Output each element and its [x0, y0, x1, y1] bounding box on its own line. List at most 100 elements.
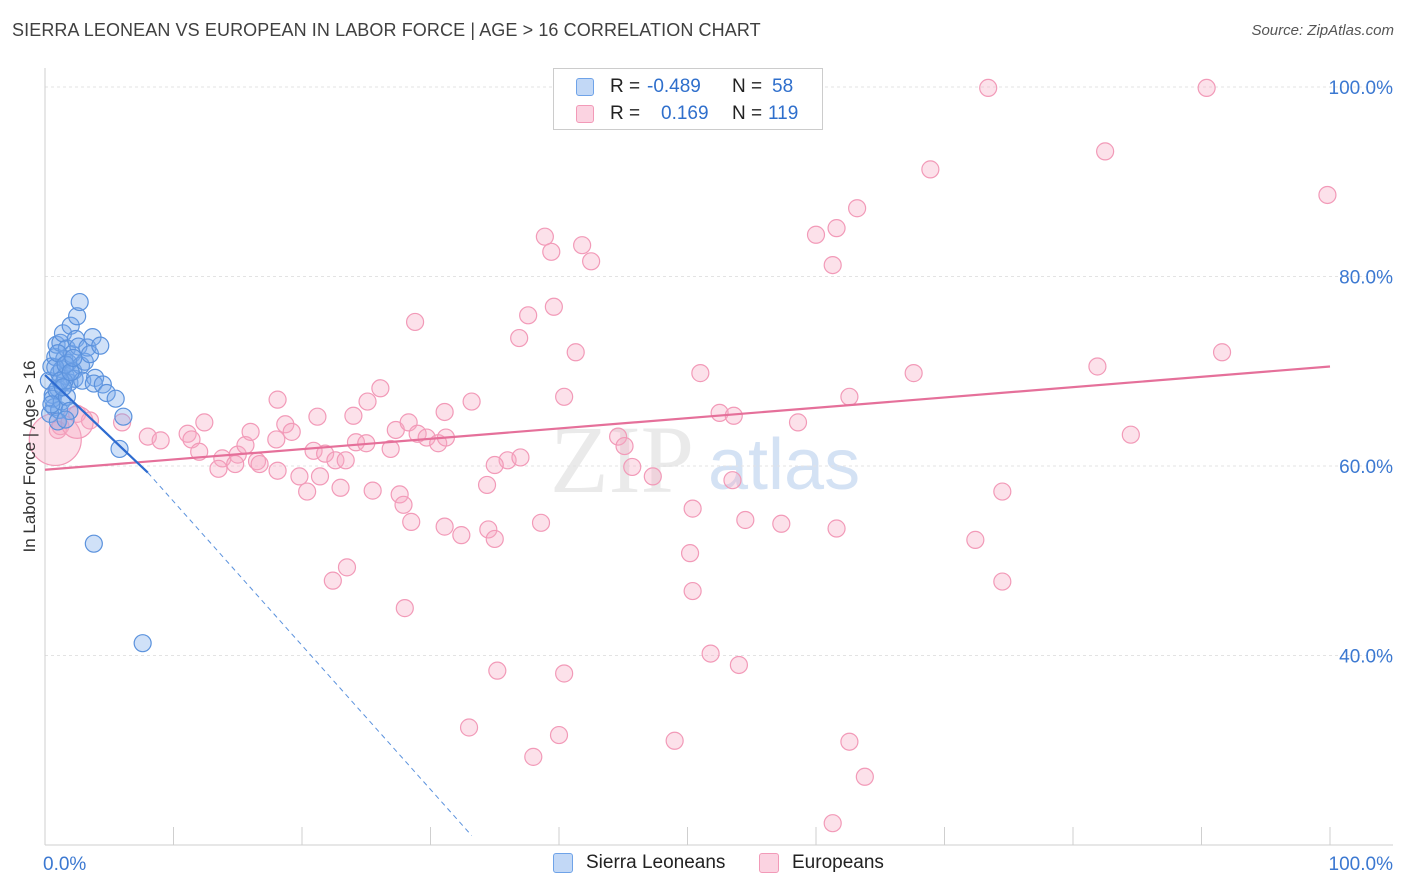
european-point	[485, 529, 504, 549]
european-point	[823, 255, 842, 275]
legend-row-europeans: R = 0.169 N = 119	[554, 101, 822, 127]
sierra-leonean-point	[114, 407, 133, 426]
sierra-leonean-trend-extension	[147, 472, 472, 836]
european-point	[1197, 78, 1216, 97]
european-point	[993, 482, 1012, 501]
y-axis-title: In Labor Force | Age > 16	[20, 360, 39, 552]
european-point	[840, 732, 859, 751]
y-tick-label: 40.0%	[1339, 646, 1393, 667]
european-point	[615, 436, 634, 456]
european-point	[729, 655, 749, 675]
chart-title: SIERRA LEONEAN VS EUROPEAN IN LABOR FORC…	[12, 20, 761, 40]
legend-r-label: R =	[610, 76, 641, 97]
european-point	[855, 767, 874, 786]
european-point	[683, 499, 702, 518]
sierra-leonean-point	[110, 439, 129, 459]
european-point	[402, 512, 421, 531]
european-point	[623, 457, 642, 477]
european-point	[710, 403, 729, 423]
european-point	[405, 312, 425, 332]
european-point	[304, 441, 323, 460]
european-point	[979, 78, 998, 97]
european-point	[1088, 357, 1107, 376]
european-point	[524, 747, 543, 766]
european-point	[250, 454, 269, 474]
european-point	[308, 407, 327, 426]
european-point	[488, 661, 507, 680]
european-point	[665, 731, 684, 750]
european-point	[390, 485, 409, 504]
legend-r-value: -0.489	[647, 76, 701, 97]
european-point	[840, 387, 859, 406]
european-point	[395, 599, 414, 618]
european-point	[772, 514, 791, 533]
european-point	[723, 471, 742, 490]
bottom-legend-label: Europeans	[792, 852, 884, 873]
european-point	[452, 526, 471, 545]
european-point	[267, 430, 286, 449]
european-point	[511, 448, 530, 467]
european-trend-line	[44, 365, 1331, 471]
watermark-zip: ZIP	[550, 406, 694, 513]
axes	[44, 68, 1393, 846]
european-point	[904, 364, 923, 383]
european-point	[993, 572, 1012, 591]
european-point	[582, 252, 601, 271]
european-point	[806, 225, 826, 244]
bottom-legend-europeans[interactable]: Europeans	[759, 851, 899, 877]
european-point	[344, 406, 363, 425]
european-point	[323, 571, 342, 590]
european-point	[337, 558, 357, 577]
bottom-legend-swatch-pink	[759, 853, 779, 873]
grid-lines	[45, 86, 1393, 656]
european-point	[394, 495, 413, 514]
legend-r-label: R =	[610, 103, 641, 124]
european-point	[566, 343, 585, 362]
european-point	[310, 467, 330, 486]
european-point	[331, 478, 350, 497]
european-point	[371, 379, 390, 398]
european-point	[435, 402, 454, 422]
y-tick-label: 100.0%	[1329, 78, 1394, 99]
bottom-legend-swatch-blue	[553, 853, 573, 873]
legend-row-sierra-leoneans: R = -0.489 N = 58	[554, 74, 822, 100]
european-point	[555, 387, 574, 406]
correlation-legend: R = -0.489 N = 58 R = 0.169 N = 119	[553, 68, 823, 130]
legend-swatch-blue	[576, 78, 594, 96]
european-point	[336, 451, 355, 470]
european-point	[268, 461, 287, 480]
axis-labels: 40.0% 60.0% 80.0% 100.0% 0.0% 100.0% In Labor …	[20, 78, 1393, 875]
european-point	[363, 481, 382, 500]
european-point	[326, 451, 345, 470]
european-point	[680, 544, 700, 563]
european-point	[151, 431, 170, 450]
x-tick-label: 0.0%	[43, 854, 86, 875]
sierra-leonean-point	[42, 395, 61, 414]
european-point	[290, 467, 309, 486]
european-point	[226, 454, 245, 474]
european-point	[479, 520, 498, 539]
legend-n-value: 119	[768, 103, 799, 124]
sierra-leonean-point	[93, 375, 112, 394]
source-label: Source: ZipAtlas.com	[1251, 22, 1394, 39]
european-point	[358, 392, 377, 411]
sierra-leonean-trend-line	[44, 374, 149, 474]
european-point	[459, 718, 479, 737]
european-point	[519, 306, 538, 325]
sierra-leonean-point	[53, 378, 73, 397]
european-point	[701, 644, 720, 663]
european-point	[736, 510, 755, 530]
sierra-leonean-point	[97, 383, 116, 403]
european-point	[1096, 142, 1115, 161]
bottom-legend-sierra-leoneans[interactable]: Sierra Leoneans	[553, 851, 743, 877]
european-point	[1121, 425, 1140, 444]
y-tick-label: 60.0%	[1339, 457, 1393, 478]
sierra-leonean-point	[68, 307, 87, 326]
legend-n-value: 58	[772, 76, 794, 97]
european-point	[531, 513, 551, 532]
legend-n-label: N =	[732, 76, 763, 97]
sierra-leonean-point	[56, 410, 75, 429]
sierra-leonean-point	[70, 292, 89, 312]
european-point	[683, 581, 702, 601]
axis-ticks	[44, 827, 1331, 845]
